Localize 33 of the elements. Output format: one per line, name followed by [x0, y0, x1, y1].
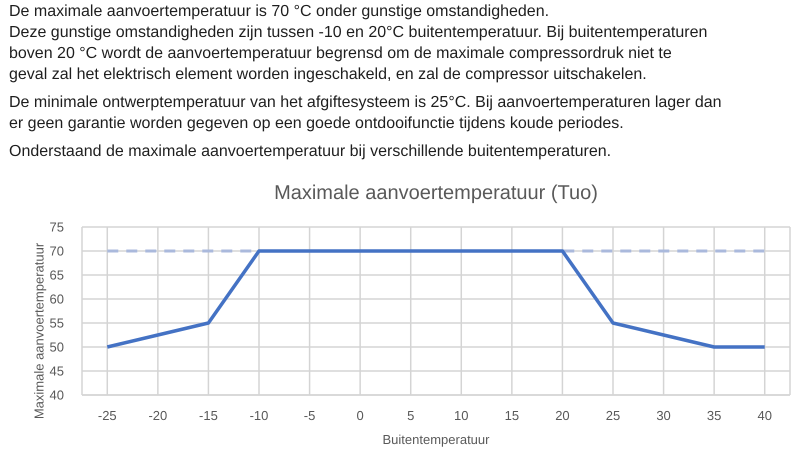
- y-tick-label: 60: [50, 292, 64, 307]
- y-tick-label: 55: [50, 316, 64, 331]
- x-tick-label: 30: [656, 408, 671, 424]
- text: Deze gunstige omstandigheden zijn tussen -10 en 20°C buitentemperatuur. Bij buitentemperaturen: [9, 23, 708, 43]
- x-tick-label: 35: [706, 408, 722, 424]
- x-tick-label: 5: [407, 408, 414, 424]
- chart-title: Maximale aanvoertemperatuur (Tuo): [273, 181, 599, 206]
- x-tick-label: -10: [250, 408, 268, 424]
- text: Onderstaand de maximale aanvoertemperatuur bij verschillende buitentemperaturen.: [9, 142, 612, 162]
- x-tick-label: 20: [555, 408, 570, 424]
- text: geval zal het elektrisch element worden ingeschakeld, en zal de compressor uitschakelen.: [9, 65, 647, 85]
- y-tick-label: 45: [50, 364, 64, 379]
- y-tick-label: 40: [50, 388, 64, 403]
- text: boven 20 °C wordt de aanvoertemperatuur begrensd om de maximale compressordruk niet te: [9, 44, 672, 64]
- x-tick-label: -20: [148, 408, 168, 424]
- y-axis-title: Maximale aanvoertemperatuur: [32, 242, 47, 420]
- x-tick-label: 25: [606, 408, 620, 424]
- x-tick-label: 40: [757, 408, 772, 424]
- y-tick-label: 70: [50, 244, 64, 259]
- x-axis-title: Buitentemperatuur: [382, 432, 490, 447]
- y-tick-label: 65: [50, 268, 64, 283]
- x-tick-label: -25: [98, 408, 117, 424]
- text: De maximale aanvoertemperatuur is 70 °C onder gunstige omstandigheden.: [9, 2, 550, 22]
- x-tick-label: 10: [454, 408, 469, 424]
- text: De minimale ontwerptemperatuur van het afgiftesysteem is 25°C. Bij aanvoertemperaturen lager dan: [9, 93, 722, 113]
- text: er geen garantie worden gegeven op een goede ontdooifunctie tijdens koude periodes.: [9, 114, 624, 134]
- y-tick-label: 75: [50, 220, 64, 235]
- x-tick-label: -15: [199, 408, 218, 424]
- y-tick-label: 50: [50, 340, 64, 355]
- line-series: [106, 249, 766, 349]
- x-tick-label: 15: [504, 408, 520, 424]
- x-tick-label: 0: [356, 408, 364, 424]
- x-tick-label: -5: [304, 408, 316, 424]
